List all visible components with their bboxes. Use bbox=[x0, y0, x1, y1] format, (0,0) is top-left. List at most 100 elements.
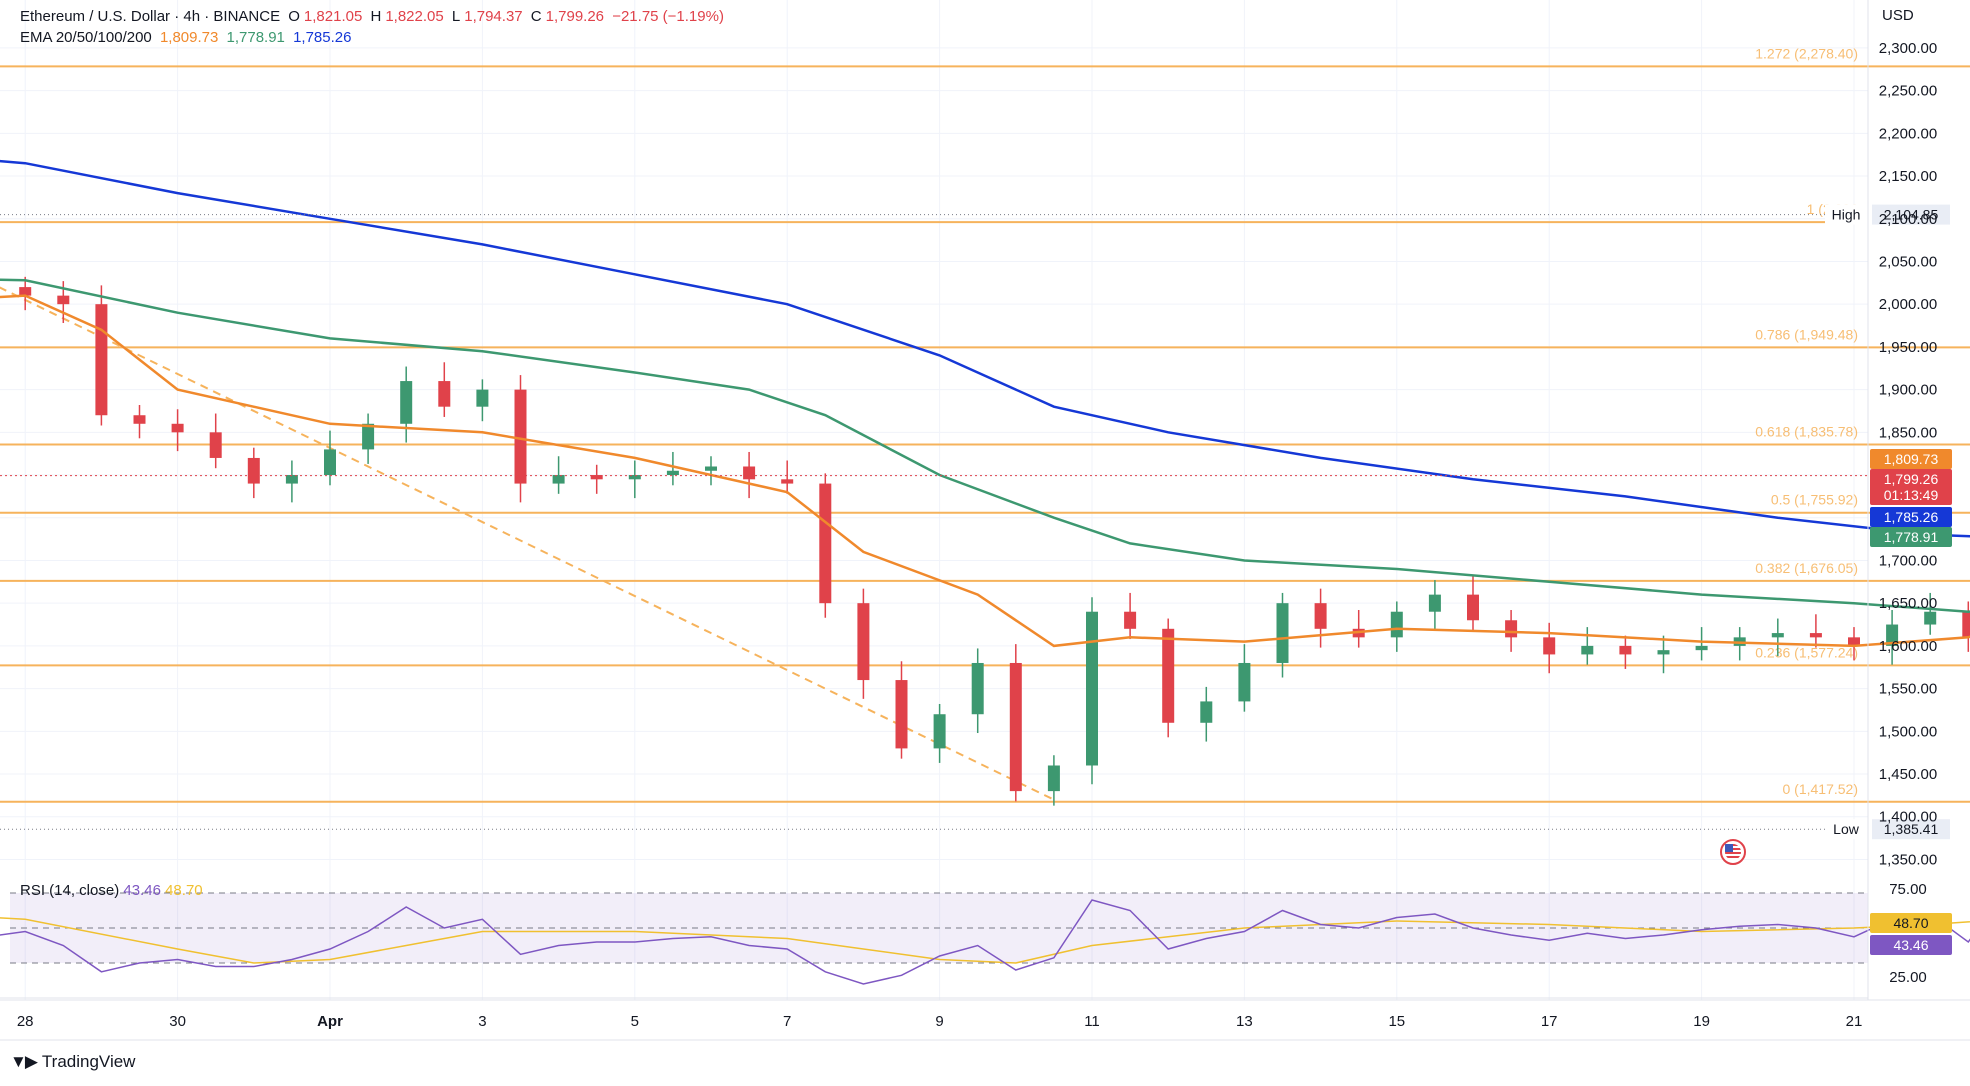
candle-up bbox=[1276, 603, 1289, 663]
price-tick-label: 2,100.00 bbox=[1879, 211, 1937, 228]
time-tick-label: 5 bbox=[631, 1013, 639, 1030]
close-value: 1,799.26 bbox=[545, 8, 605, 25]
candle-up bbox=[285, 475, 298, 484]
rsi-tick-label: 25.00 bbox=[1889, 969, 1927, 986]
time-tick-label: Apr bbox=[317, 1013, 343, 1030]
low-value: 1,794.37 bbox=[464, 8, 523, 25]
candle-down bbox=[1162, 628, 1175, 723]
symbol-title[interactable]: Ethereum / U.S. Dollar · 4h · BINANCE bbox=[20, 8, 281, 25]
rsi-ma-line bbox=[0, 917, 1970, 964]
fib-label: 0 (1,417.52) bbox=[1783, 781, 1859, 797]
rsi-value-bg bbox=[1870, 935, 1952, 955]
candle-up bbox=[362, 423, 375, 450]
rsi-ma-value: 48.70 bbox=[165, 882, 203, 899]
price-tick-label: 2,300.00 bbox=[1879, 40, 1937, 57]
time-tick-label: 30 bbox=[169, 1013, 186, 1030]
open-value: 1,821.05 bbox=[303, 8, 363, 25]
candle-down bbox=[133, 415, 146, 424]
ema50-value: 1,778.91 bbox=[226, 29, 285, 46]
candle-up bbox=[1390, 611, 1403, 638]
ema-header: EMA 20/50/100/200 1,809.73 1,778.91 1,78… bbox=[20, 29, 355, 46]
price-tick-label: 1,650.00 bbox=[1879, 595, 1937, 612]
rsi-value-label: 48.70 bbox=[1893, 915, 1928, 931]
high-value: 1,822.05 bbox=[385, 8, 444, 25]
candle-down bbox=[438, 381, 451, 407]
countdown-label: 01:13:49 bbox=[1884, 487, 1939, 503]
candles bbox=[19, 276, 1970, 806]
price-label-value: 1,778.91 bbox=[1884, 529, 1939, 545]
fib-label: 0.236 (1,577.24) bbox=[1755, 644, 1858, 660]
price-tick-label: 1,950.00 bbox=[1879, 339, 1937, 356]
candle-up bbox=[1086, 611, 1098, 766]
candle-up bbox=[705, 466, 717, 471]
chart-grid bbox=[0, 0, 1868, 1000]
candle-up bbox=[1695, 645, 1708, 651]
candle-up bbox=[1581, 645, 1594, 655]
time-tick-label: 11 bbox=[1084, 1013, 1100, 1030]
time-tick-label: 19 bbox=[1693, 1013, 1710, 1030]
candle-down bbox=[1124, 611, 1137, 629]
candle-down bbox=[1314, 603, 1327, 629]
extreme-value: 1,385.41 bbox=[1884, 821, 1939, 837]
candle-down bbox=[1848, 637, 1860, 646]
candle-down bbox=[1009, 662, 1022, 792]
extreme-tag-label: High bbox=[1832, 207, 1861, 223]
price-tick-label: 1,400.00 bbox=[1879, 809, 1937, 826]
rsi-label[interactable]: RSI (14, close) bbox=[20, 882, 120, 899]
candle-down bbox=[781, 479, 794, 484]
price-tick-label: 2,150.00 bbox=[1879, 168, 1937, 185]
price-label-bg bbox=[1870, 527, 1952, 547]
tradingview-brand[interactable]: ▼▶ TradingView bbox=[10, 1052, 135, 1072]
time-tick-label: 15 bbox=[1388, 1013, 1405, 1030]
candle-down bbox=[1619, 645, 1632, 655]
ema-line-1 bbox=[0, 294, 1970, 648]
candle-down bbox=[247, 457, 260, 484]
candle-up bbox=[1238, 662, 1251, 702]
fib-label: 0.382 (1,676.05) bbox=[1755, 560, 1858, 576]
candle-up bbox=[666, 470, 679, 476]
rsi-pane bbox=[0, 892, 1970, 999]
candle-down bbox=[57, 295, 70, 305]
candle-up bbox=[971, 662, 984, 715]
candle-down bbox=[1467, 594, 1479, 621]
price-label-value: 1,799.26 bbox=[1884, 471, 1939, 487]
candle-up bbox=[1657, 650, 1670, 655]
price-tick-label: 1,500.00 bbox=[1879, 723, 1937, 740]
fib-label: 1.272 (2,278.40) bbox=[1755, 45, 1858, 61]
price-tick-label: 1,350.00 bbox=[1879, 851, 1937, 868]
axes: 2,300.00 2,250.00 2,200.00 2,150.00 2,100.00… bbox=[0, 0, 1970, 1041]
candle-up bbox=[1771, 633, 1784, 638]
ema-label[interactable]: EMA 20/50/100/200 bbox=[20, 29, 152, 46]
candle-down bbox=[209, 432, 222, 458]
time-tick-label: 9 bbox=[935, 1013, 943, 1030]
fib-label: 0.786 (1,949.48) bbox=[1755, 326, 1858, 342]
candle-down bbox=[895, 680, 908, 749]
price-tick-label: 2,050.00 bbox=[1879, 253, 1937, 270]
price-tick-label: 1,850.00 bbox=[1879, 424, 1937, 441]
time-tick-label: 13 bbox=[1236, 1013, 1253, 1030]
candle-up bbox=[1924, 611, 1937, 625]
ema100-value: 1,785.26 bbox=[293, 29, 352, 46]
time-tick-label: 17 bbox=[1541, 1013, 1558, 1030]
candle-up bbox=[400, 381, 413, 424]
time-tick-label: 21 bbox=[1846, 1013, 1863, 1030]
candle-up bbox=[1047, 765, 1060, 792]
candle-down bbox=[819, 483, 832, 604]
candle-down bbox=[171, 423, 184, 433]
candle-up bbox=[1428, 594, 1441, 612]
rsi-value-bg bbox=[1870, 913, 1952, 933]
time-tick-label: 3 bbox=[478, 1013, 486, 1030]
currency-label[interactable]: USD bbox=[1882, 7, 1914, 24]
candle-down bbox=[857, 603, 870, 681]
brand-name: TradingView bbox=[41, 1052, 136, 1071]
ema-line-2 bbox=[0, 278, 1970, 613]
price-label-bg bbox=[1870, 469, 1952, 505]
price-tick-label: 2,000.00 bbox=[1879, 296, 1937, 313]
price-label-bg bbox=[1870, 507, 1952, 527]
rsi-tick-label: 75.00 bbox=[1889, 881, 1927, 898]
us-flag-icon[interactable] bbox=[1720, 839, 1746, 865]
rsi-value: 43.46 bbox=[123, 882, 161, 899]
candle-down bbox=[1505, 620, 1518, 638]
